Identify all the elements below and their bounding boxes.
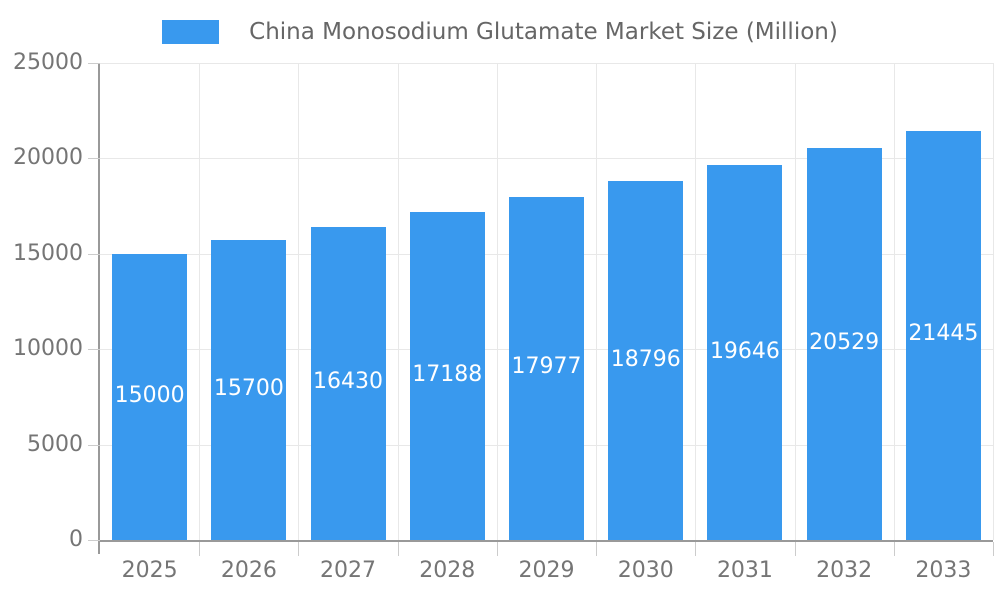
x-axis-tick-mark [199,542,201,556]
x-axis-tick-label: 2031 [716,558,773,583]
y-axis-tick-label: 10000 [13,336,83,362]
gridline-vertical [993,63,994,540]
x-axis-line [98,540,993,542]
x-axis-tick-label: 2032 [816,558,873,583]
bar-value-label: 20529 [809,330,880,356]
gridline-vertical [893,63,895,540]
bar-value-label: 18796 [610,346,681,372]
y-axis-tick-label: 25000 [13,50,83,75]
x-axis-tick-mark [496,542,498,556]
y-axis-tick-label: 20000 [13,145,83,171]
y-axis-tick-label: 5000 [27,431,83,457]
bar[interactable] [608,181,684,540]
legend-swatch-icon [162,20,220,44]
x-axis-tick-mark [993,542,994,556]
x-axis-tick-label: 2027 [320,558,377,583]
bar-value-label: 15700 [213,376,284,402]
gridline-vertical [794,63,796,540]
bar-value-label: 15000 [114,382,185,408]
bar-value-label: 19646 [709,338,780,364]
legend-item[interactable]: China Monosodium Glutamate Market Size (… [0,18,1000,46]
bar-value-label: 16430 [313,369,384,395]
y-axis-tick-mark [88,253,100,255]
bar[interactable] [806,148,882,540]
y-axis-tick-mark [88,444,100,446]
x-axis-tick-mark [397,542,399,556]
bar[interactable] [509,196,584,540]
gridline-vertical [596,63,598,540]
x-axis-tick-mark [298,542,300,556]
bar[interactable] [409,212,485,540]
y-axis-tick-mark [88,63,100,64]
y-axis-tick-mark [88,158,100,160]
x-axis-tick-label: 2029 [518,558,575,583]
bar-value-label: 17188 [412,362,483,388]
x-axis-tick-label: 2025 [121,558,178,583]
gridline-vertical [199,63,201,540]
x-axis-tick-label: 2030 [617,558,674,583]
gridline-vertical [496,63,498,540]
gridline-horizontal [100,158,993,160]
y-axis-tick-label: 0 [69,527,83,552]
y-axis-tick-mark [88,540,100,541]
gridline-vertical [298,63,300,540]
bar-value-label: 21445 [908,321,979,347]
x-axis-tick-mark [596,542,598,556]
y-axis-tick-mark [88,349,100,351]
x-axis-tick-label: 2033 [915,558,972,583]
bar[interactable] [211,240,287,540]
gridline-horizontal [100,63,993,64]
x-axis-tick-mark [695,542,697,556]
x-axis-tick-label: 2028 [419,558,476,583]
plot-area: 0 5000 10000 15000 20000 25000 15000 2025 15700 2… [13,50,994,583]
x-axis-tick-mark [794,542,796,556]
gridline-vertical [695,63,697,540]
bar[interactable] [905,130,981,540]
y-axis-line [98,63,100,554]
bar[interactable] [707,165,783,540]
legend-label: China Monosodium Glutamate Market Size (… [249,19,838,45]
bar-value-label: 17977 [511,354,582,380]
gridline-vertical [397,63,399,540]
bar[interactable] [112,253,188,540]
y-axis-tick-label: 15000 [13,240,83,266]
x-axis-tick-mark [893,542,895,556]
bar[interactable] [310,226,386,540]
x-axis-tick-label: 2026 [220,558,277,583]
